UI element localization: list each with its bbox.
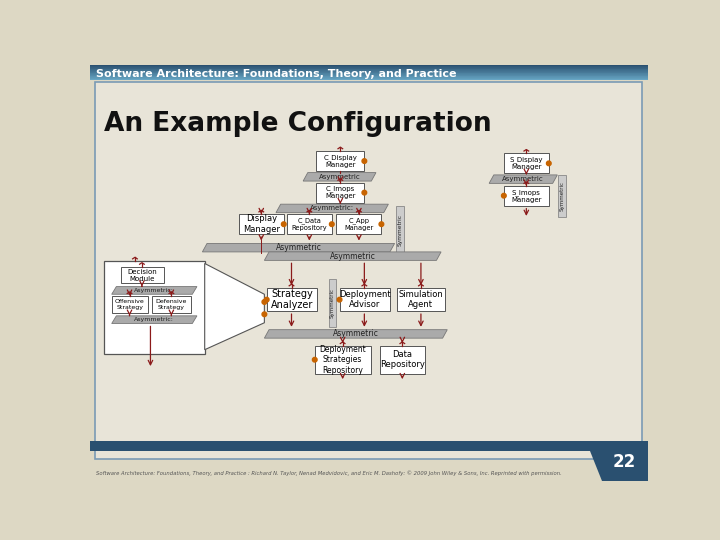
Circle shape: [546, 161, 551, 166]
Text: Symmetric: Symmetric: [559, 181, 564, 211]
Text: Software Architecture: Foundations, Theory, and Practice : Richard N. Taylor, Ne: Software Architecture: Foundations, Theo…: [96, 470, 562, 476]
FancyBboxPatch shape: [239, 214, 284, 234]
Circle shape: [262, 312, 266, 316]
FancyBboxPatch shape: [90, 72, 648, 73]
FancyBboxPatch shape: [380, 346, 425, 374]
FancyBboxPatch shape: [90, 71, 648, 72]
FancyBboxPatch shape: [266, 288, 317, 311]
Text: Asymmetric: Asymmetric: [333, 329, 379, 339]
FancyBboxPatch shape: [287, 214, 332, 234]
FancyBboxPatch shape: [504, 186, 549, 206]
FancyBboxPatch shape: [90, 67, 648, 68]
Text: Offensive
Strategy: Offensive Strategy: [115, 299, 145, 309]
FancyBboxPatch shape: [104, 261, 204, 354]
FancyBboxPatch shape: [90, 70, 648, 71]
FancyBboxPatch shape: [336, 214, 382, 234]
Circle shape: [337, 298, 342, 302]
FancyBboxPatch shape: [396, 206, 404, 253]
Circle shape: [312, 357, 317, 362]
Text: C_Imops
Manager: C_Imops Manager: [325, 186, 356, 199]
Circle shape: [362, 190, 366, 195]
Text: Asymmetric:: Asymmetric:: [135, 288, 174, 293]
FancyBboxPatch shape: [315, 346, 371, 374]
Text: Symmetric: Symmetric: [330, 288, 335, 318]
Polygon shape: [489, 175, 557, 184]
Text: Deployment
Strategies
Repository: Deployment Strategies Repository: [319, 345, 366, 375]
Text: Asymmetric: Asymmetric: [319, 174, 361, 180]
FancyBboxPatch shape: [90, 65, 648, 66]
FancyBboxPatch shape: [90, 66, 648, 67]
Polygon shape: [586, 441, 648, 481]
Text: Software Architecture: Foundations, Theory, and Practice: Software Architecture: Foundations, Theo…: [96, 69, 456, 79]
Polygon shape: [264, 330, 447, 338]
Text: Deployment
Advisor: Deployment Advisor: [339, 290, 390, 309]
Polygon shape: [204, 264, 264, 350]
Text: C_App
Manager: C_App Manager: [344, 217, 374, 231]
Polygon shape: [303, 173, 376, 181]
Text: Defensive
Strategy: Defensive Strategy: [156, 299, 187, 309]
Circle shape: [362, 159, 366, 164]
Text: Asymmetric: Asymmetric: [503, 176, 544, 182]
Circle shape: [262, 300, 266, 304]
FancyBboxPatch shape: [121, 267, 163, 284]
Text: An Example Configuration: An Example Configuration: [104, 111, 492, 137]
Circle shape: [264, 298, 269, 302]
FancyBboxPatch shape: [112, 296, 148, 313]
FancyBboxPatch shape: [94, 82, 642, 459]
FancyBboxPatch shape: [90, 74, 648, 75]
Circle shape: [282, 222, 286, 226]
FancyBboxPatch shape: [90, 76, 648, 77]
FancyBboxPatch shape: [329, 279, 336, 327]
Text: Asymmetric:: Asymmetric:: [310, 205, 354, 211]
Polygon shape: [276, 204, 388, 213]
Text: Display
Manager: Display Manager: [243, 214, 280, 234]
Text: Asymmetric: Asymmetric: [276, 243, 321, 252]
FancyBboxPatch shape: [90, 75, 648, 76]
FancyBboxPatch shape: [90, 69, 648, 70]
Text: Simulation
Agent: Simulation Agent: [399, 290, 444, 309]
Text: Symmetric: Symmetric: [397, 214, 402, 246]
FancyBboxPatch shape: [340, 288, 390, 311]
FancyBboxPatch shape: [90, 79, 648, 80]
FancyBboxPatch shape: [504, 153, 549, 173]
Text: Data
Repository: Data Repository: [380, 350, 425, 369]
Text: Strategy
Analyzer: Strategy Analyzer: [271, 289, 313, 310]
Text: Asymmetric:: Asymmetric:: [135, 317, 174, 322]
FancyBboxPatch shape: [90, 441, 648, 451]
Circle shape: [502, 193, 506, 198]
FancyBboxPatch shape: [90, 77, 648, 78]
Text: Decision
Module: Decision Module: [127, 268, 157, 281]
FancyBboxPatch shape: [558, 175, 566, 217]
Text: S_Display
Manager: S_Display Manager: [510, 157, 543, 170]
Polygon shape: [264, 252, 441, 260]
FancyBboxPatch shape: [90, 78, 648, 79]
Polygon shape: [112, 287, 197, 294]
FancyBboxPatch shape: [316, 183, 364, 202]
Circle shape: [330, 222, 334, 226]
FancyBboxPatch shape: [90, 73, 648, 74]
Text: C_Display
Manager: C_Display Manager: [323, 154, 357, 168]
FancyBboxPatch shape: [90, 68, 648, 69]
FancyBboxPatch shape: [152, 296, 191, 313]
Circle shape: [379, 222, 384, 226]
Text: C_Data
Repository: C_Data Repository: [292, 217, 327, 231]
Text: S_Imops
Manager: S_Imops Manager: [511, 189, 541, 202]
Polygon shape: [202, 244, 395, 252]
Polygon shape: [112, 316, 197, 323]
Text: Asymmetric: Asymmetric: [330, 252, 376, 261]
Text: 22: 22: [613, 453, 636, 471]
FancyBboxPatch shape: [397, 288, 445, 311]
FancyBboxPatch shape: [316, 151, 364, 171]
